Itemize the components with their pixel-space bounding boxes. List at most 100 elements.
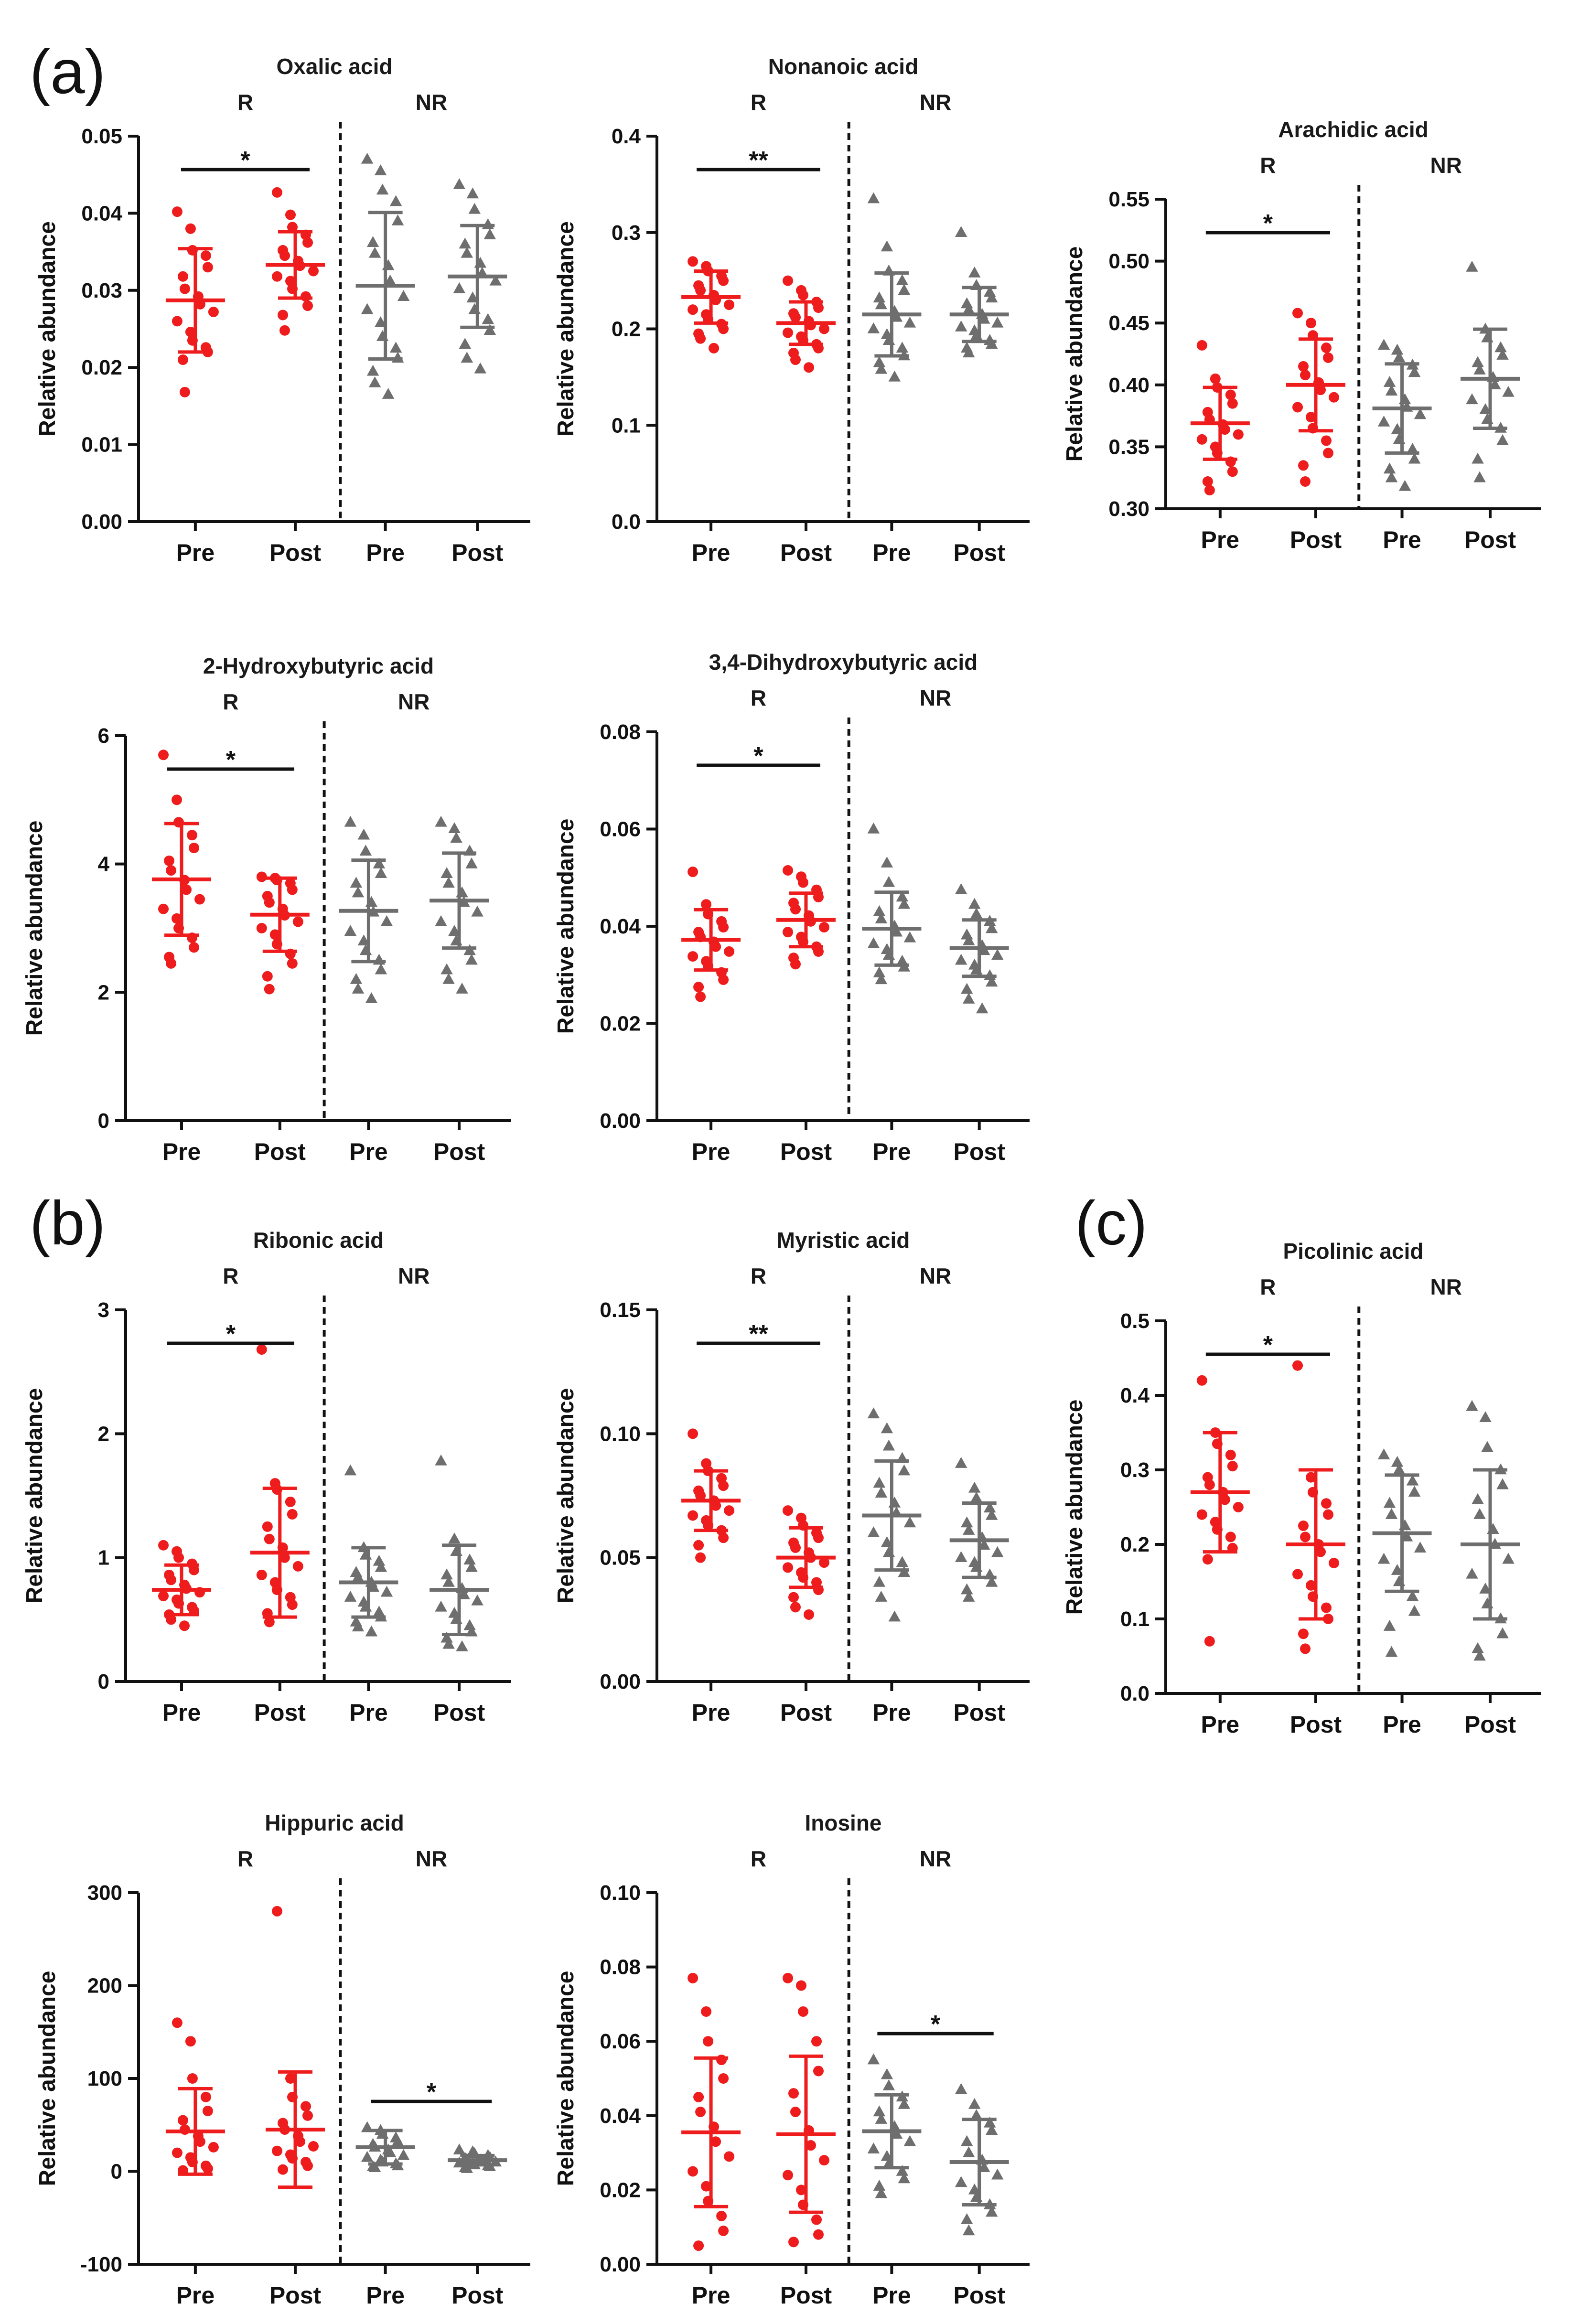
data-point [1391, 1456, 1404, 1467]
x-tick-label: Post [254, 1138, 306, 1165]
data-point [1298, 361, 1309, 372]
data-point [1292, 1569, 1303, 1580]
y-tick-label: 0.3 [1120, 1458, 1150, 1482]
data-point [368, 246, 381, 258]
data-point [1466, 393, 1478, 405]
data-point [185, 223, 196, 234]
data-point [287, 1509, 298, 1520]
y-tick-label: 0.55 [1108, 188, 1150, 211]
data-point [448, 822, 461, 834]
data-point [703, 2036, 714, 2047]
data-point [701, 899, 712, 910]
data-point [1472, 452, 1484, 464]
data-point [710, 1500, 721, 1511]
data-point [955, 883, 967, 894]
data-point [1408, 366, 1421, 377]
data-point [985, 2206, 998, 2217]
x-tick-label: Post [1464, 1711, 1516, 1738]
data-point [983, 2116, 996, 2128]
data-point [1227, 398, 1238, 409]
data-point [1298, 460, 1309, 471]
plot-inosine: Inosine R NR 0.00 0.02 0.04 0.06 0.08 0.10 Relati… [553, 1810, 1030, 2309]
data-point [962, 992, 975, 1004]
data-point [813, 2066, 824, 2077]
x-tick-label: Post [780, 2282, 832, 2309]
x-tick-label: Pre [872, 1699, 911, 1726]
y-tick-label: 0.30 [1108, 497, 1150, 521]
data-point [287, 1599, 298, 1610]
data-point [873, 905, 886, 916]
data-point [688, 1428, 698, 1439]
data-point [187, 2073, 198, 2084]
data-point [875, 2112, 888, 2124]
significance-label: * [1263, 1331, 1273, 1359]
data-point [1494, 341, 1507, 353]
data-point [724, 1505, 735, 1516]
data-point [881, 1422, 893, 1434]
group-label-nr: NR [1430, 153, 1462, 178]
data-point [1502, 386, 1515, 397]
data-point [873, 291, 886, 303]
data-point [287, 958, 298, 969]
y-tick-label: 0.04 [81, 202, 122, 225]
data-point [881, 2150, 893, 2161]
data-point [960, 1516, 973, 1528]
data-point [194, 2136, 205, 2147]
data-point [985, 291, 998, 303]
plot-title: 2-Hydroxybutyric acid [203, 653, 434, 678]
data-point [960, 983, 973, 994]
y-tick-label: 0.05 [81, 125, 122, 148]
data-point [783, 865, 793, 876]
data-point [185, 2036, 196, 2047]
data-point [468, 203, 481, 214]
data-point [1233, 1502, 1244, 1512]
x-tick-label: Post [254, 1699, 306, 1726]
series-r-post [266, 187, 325, 336]
x-tick-label: Post [1290, 526, 1342, 553]
x-tick-label: Pre [1201, 1711, 1240, 1738]
data-point [783, 275, 793, 286]
data-point [873, 1477, 886, 1488]
series-r-pre [1190, 340, 1250, 496]
data-point [1300, 370, 1311, 381]
data-point [968, 2098, 981, 2109]
x-tick-label: Pre [162, 1138, 201, 1165]
data-point [813, 1532, 824, 1543]
data-point [1306, 1580, 1316, 1591]
data-point [1321, 343, 1332, 353]
data-point [718, 275, 729, 286]
data-point [391, 2135, 404, 2146]
data-point [384, 2146, 397, 2157]
group-label-nr: NR [416, 90, 447, 115]
data-point [1400, 1530, 1413, 1542]
series-nr-post [949, 2083, 1009, 2236]
data-point [389, 342, 402, 353]
data-point [466, 291, 479, 303]
data-point [448, 1606, 461, 1618]
data-point [882, 1439, 895, 1451]
data-point [783, 2170, 793, 2181]
series-r-pre [681, 1972, 741, 2251]
data-point [1479, 1582, 1492, 1594]
x-tick-label: Post [780, 1699, 832, 1726]
data-point [1466, 260, 1478, 272]
data-point [482, 218, 494, 229]
data-point [1219, 424, 1230, 435]
data-point [189, 843, 200, 854]
data-point [796, 1980, 806, 1991]
data-point [366, 236, 379, 247]
y-tick-label: 0 [111, 2160, 122, 2184]
significance-label: * [931, 2011, 941, 2038]
data-point [461, 352, 473, 363]
y-tick-label: 0.10 [600, 1422, 641, 1446]
significance-label: * [753, 742, 763, 770]
data-point [435, 915, 447, 926]
group-label-nr: NR [920, 685, 951, 710]
data-point [875, 363, 888, 374]
group-label-nr: NR [1430, 1274, 1462, 1299]
data-point [970, 907, 983, 919]
data-point [465, 953, 478, 965]
data-point [1321, 1602, 1332, 1613]
